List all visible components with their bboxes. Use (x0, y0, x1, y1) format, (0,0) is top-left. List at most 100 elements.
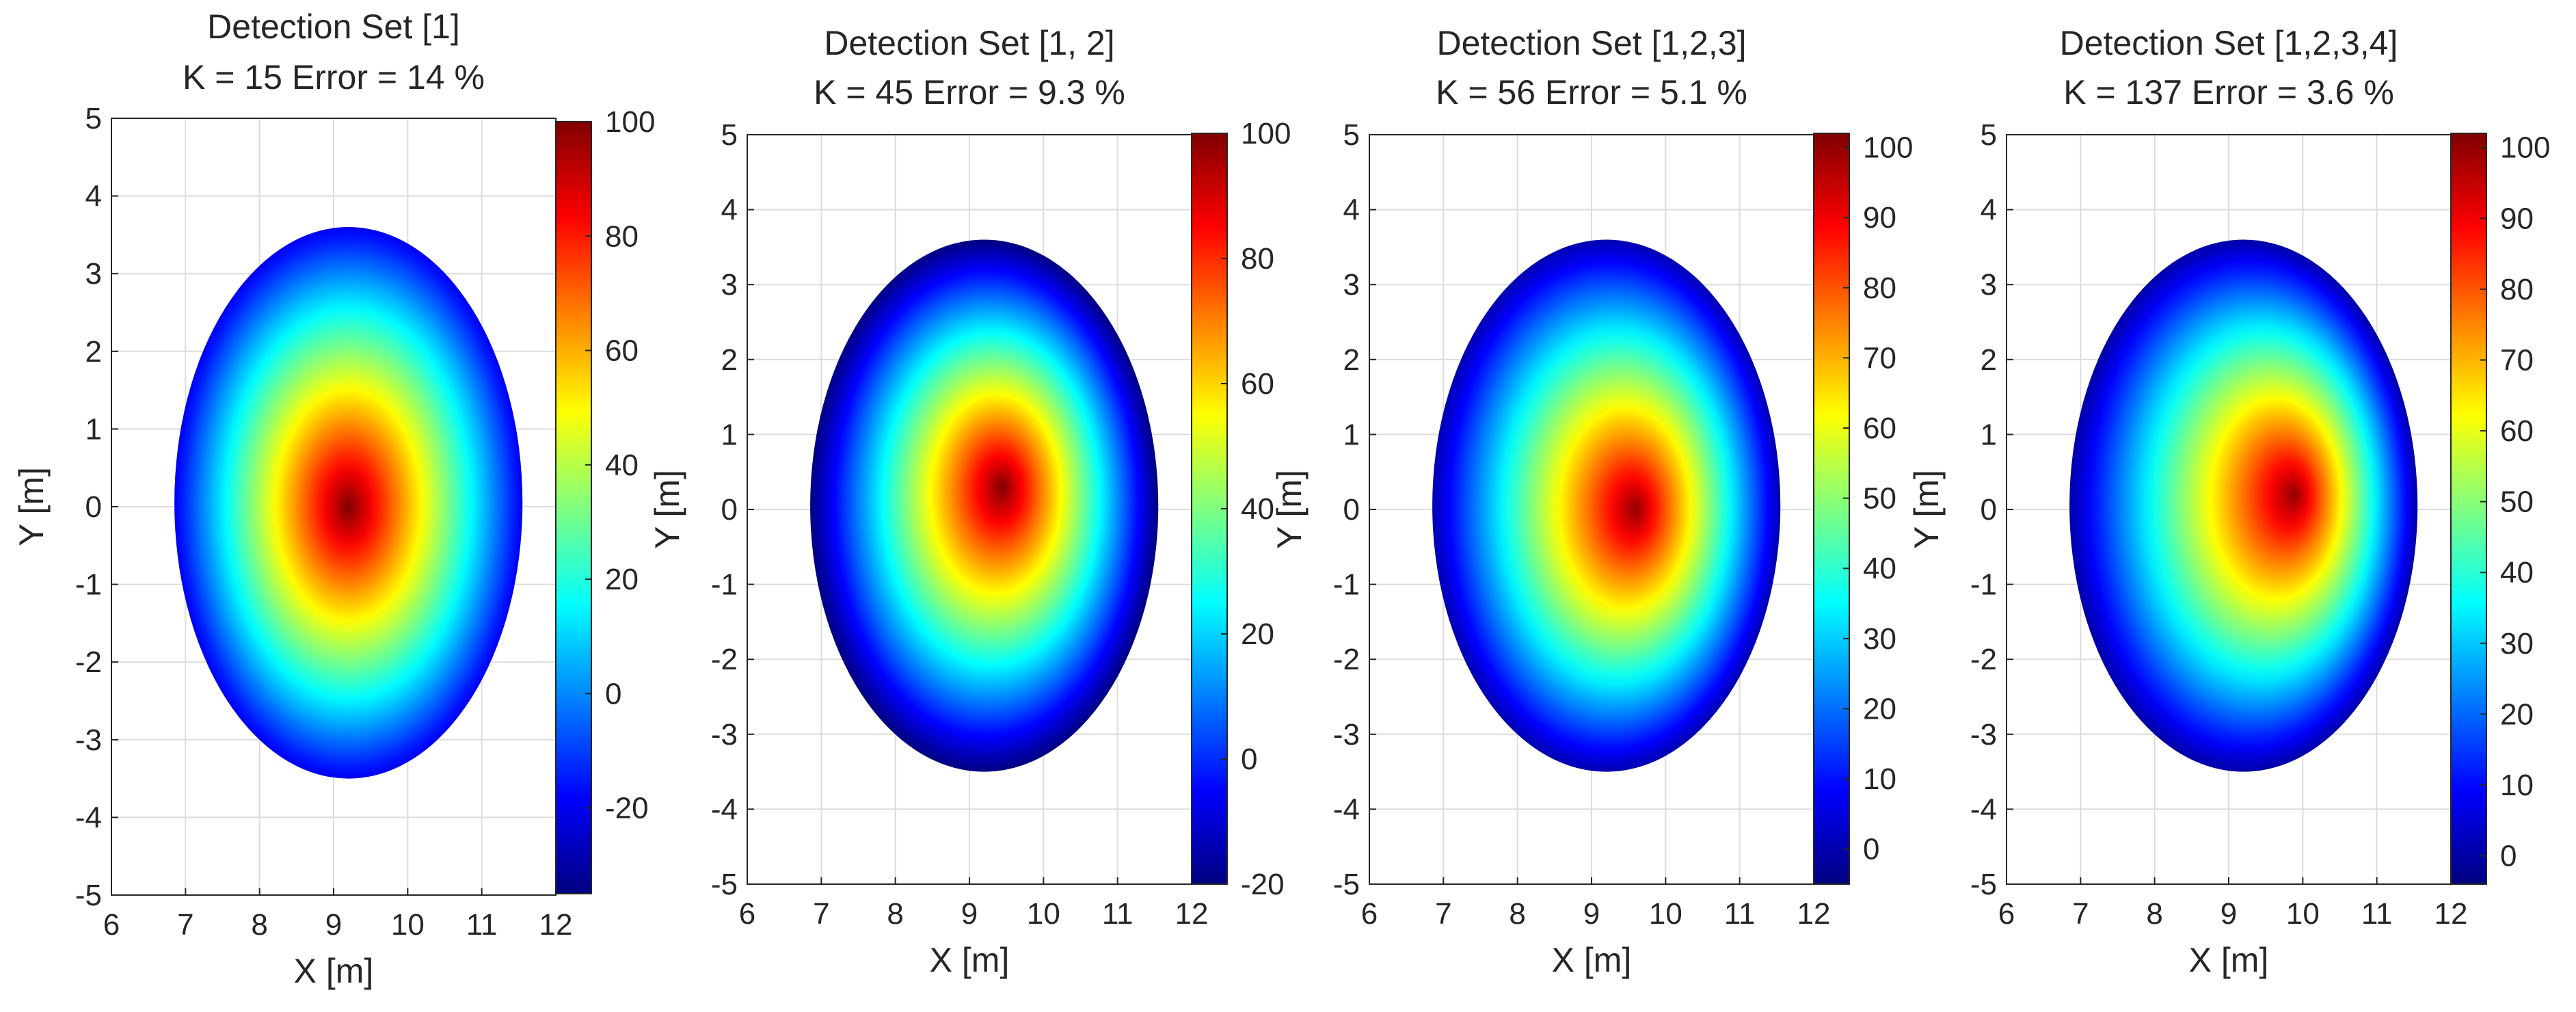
x-tick-label: 10 (1649, 897, 1682, 931)
y-tick-label: 1 (721, 418, 738, 451)
y-tick-label: -4 (1333, 793, 1360, 826)
colorbar-tick-label: 0 (605, 677, 621, 710)
y-tick-label: -5 (1333, 868, 1360, 901)
x-tick-label: 12 (1175, 897, 1209, 931)
y-tick-label: 0 (721, 493, 738, 527)
x-tick-label: 11 (1724, 897, 1756, 931)
chart-subtitle: K = 15 Error = 14 % (183, 58, 485, 96)
colorbar-tick-label: 90 (2500, 202, 2534, 235)
y-tick-label: -5 (1970, 868, 1997, 901)
y-tick-label: 4 (721, 194, 738, 227)
colorbar-tick-label: 100 (1863, 131, 1913, 165)
y-axis-label: Y [m] (648, 470, 686, 549)
chart-title: Detection Set [1,2,3] (1436, 24, 1746, 62)
colorbar-tick-label: 20 (2500, 697, 2534, 731)
colorbar-tick-label: 40 (1863, 552, 1896, 585)
colorbar-tick-label: 100 (605, 105, 655, 139)
x-tick-label: 8 (2146, 897, 2162, 931)
colorbar-tick-label: 10 (2500, 769, 2534, 802)
heat-region (2069, 239, 2418, 772)
y-tick-label: 2 (1343, 343, 1360, 377)
heat-region (1432, 239, 1781, 772)
y-tick-label: -1 (1333, 568, 1360, 602)
x-tick-label: 8 (251, 908, 267, 942)
y-axis-label: Y [m] (1907, 470, 1946, 549)
x-tick-label: 11 (2361, 897, 2393, 931)
x-tick-label: 8 (1509, 897, 1525, 931)
colorbar-tick-label: 60 (605, 334, 639, 368)
chart-title: Detection Set [1] (207, 8, 460, 46)
x-tick-label: 7 (177, 908, 193, 942)
colorbar-tick-label: 90 (1863, 201, 1896, 235)
colorbar-tick-label: 40 (2500, 556, 2534, 589)
y-tick-label: -4 (1970, 793, 1997, 826)
y-tick-label: 4 (1343, 194, 1360, 227)
y-tick-label: 2 (85, 335, 102, 369)
colorbar-tick-label: 100 (1241, 117, 1291, 150)
y-tick-label: -2 (75, 645, 102, 679)
panel-2: Detection Set [1, 2] K = 45 Error = 9.3 %… (648, 24, 1291, 979)
y-tick-label: 1 (85, 412, 102, 446)
x-axis-label: X [m] (1552, 941, 1632, 979)
chart-subtitle: K = 56 Error = 5.1 % (1436, 73, 1747, 111)
y-tick-label: -1 (711, 568, 738, 602)
colorbar-tick-label: 0 (2500, 840, 2517, 873)
y-tick-label: 1 (1981, 418, 1997, 451)
x-tick-label: 10 (1027, 897, 1060, 931)
y-tick-label: -2 (711, 643, 738, 676)
y-tick-label: 4 (85, 180, 102, 213)
x-tick-label: 11 (1102, 897, 1133, 931)
colorbar (1813, 133, 1850, 885)
y-tick-label: 5 (721, 118, 738, 152)
y-tick-label: 3 (1343, 268, 1360, 302)
colorbar-tick-label: 20 (605, 563, 639, 596)
chart-title: Detection Set [1,2,3,4] (2060, 24, 2398, 62)
y-tick-label: -2 (1333, 643, 1360, 676)
colorbar-tick-label: 0 (1241, 743, 1257, 776)
colorbar-tick-label: 50 (1863, 482, 1896, 516)
x-tick-label: 12 (2434, 897, 2468, 931)
colorbar-tick-label: -20 (605, 792, 649, 825)
heat-region (174, 227, 523, 779)
colorbar-tick-label: 70 (2500, 343, 2534, 377)
x-axis-label: X [m] (2189, 941, 2269, 979)
x-tick-label: 9 (2221, 897, 2237, 931)
y-tick-label: -3 (1970, 718, 1997, 751)
colorbar-tick-label: 10 (1863, 762, 1896, 796)
panel-4: Detection Set [1,2,3,4] K = 137 Error = 3… (1907, 24, 2550, 979)
y-tick-label: -3 (75, 723, 102, 757)
colorbar-tick-label: 100 (2500, 131, 2550, 165)
colorbar-tick-label: 60 (1241, 367, 1274, 401)
colorbar-tick-label: 20 (1241, 617, 1274, 651)
chart-subtitle: K = 45 Error = 9.3 % (814, 73, 1125, 111)
colorbar-tick-label: 60 (1863, 412, 1896, 445)
colorbar-tick-label: 80 (605, 219, 639, 253)
y-tick-label: 3 (85, 257, 102, 291)
y-tick-label: -4 (75, 801, 102, 834)
x-tick-label: 6 (1361, 897, 1378, 931)
x-tick-label: 6 (739, 897, 755, 931)
colorbar-tick-label: 80 (2500, 273, 2534, 306)
x-tick-label: 9 (961, 897, 978, 931)
y-tick-label: -5 (711, 868, 738, 901)
heat-region (810, 239, 1159, 772)
y-tick-label: 2 (1981, 343, 1997, 377)
y-axis-label: Y [m] (12, 467, 51, 546)
colorbar-tick-label: 40 (605, 449, 639, 482)
colorbar (2450, 133, 2487, 885)
y-tick-label: -3 (711, 718, 738, 751)
chart-subtitle: K = 137 Error = 3.6 % (2063, 73, 2394, 111)
y-axis-label: Y [m] (1270, 470, 1309, 549)
x-tick-label: 12 (539, 908, 573, 942)
y-tick-label: 2 (721, 343, 738, 377)
y-tick-label: 3 (721, 268, 738, 302)
colorbar-tick-label: 60 (2500, 414, 2534, 448)
y-tick-label: 5 (85, 102, 102, 135)
panel-3: Detection Set [1,2,3] K = 56 Error = 5.1 … (1270, 24, 1913, 979)
colorbar (555, 121, 592, 894)
chart-title: Detection Set [1, 2] (824, 24, 1114, 62)
colorbar-tick-label: 80 (1241, 242, 1274, 276)
colorbar-tick-label: 20 (1863, 692, 1896, 725)
colorbar-tick-label: 30 (1863, 622, 1896, 656)
x-axis-label: X [m] (294, 952, 374, 990)
